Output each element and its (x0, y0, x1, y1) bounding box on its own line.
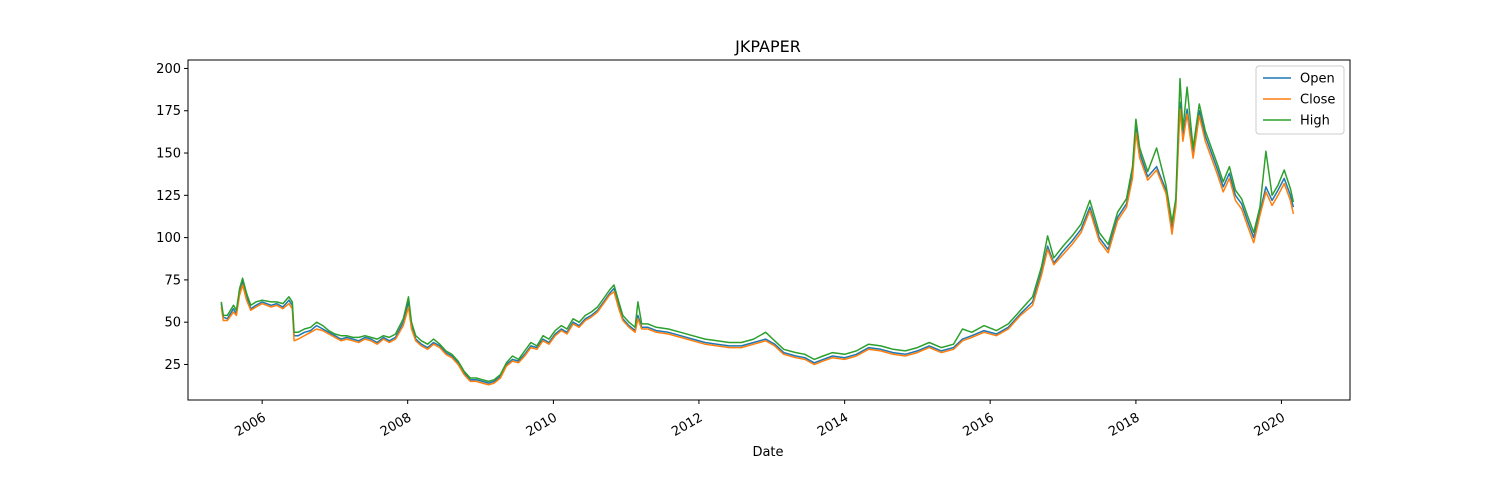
series-line-open (220, 101, 1295, 384)
x-tick-label: 2018 (1106, 410, 1142, 440)
y-tick-label: 50 (164, 316, 181, 331)
legend-label-open: Open (1300, 72, 1335, 87)
y-tick-label: 125 (156, 189, 181, 204)
series-line-close (220, 108, 1295, 386)
series-line-high (220, 77, 1295, 383)
y-tick-label: 200 (156, 62, 181, 77)
x-tick-label: 2014 (815, 410, 851, 440)
legend-label-close: Close (1300, 93, 1335, 108)
y-tick-label: 175 (156, 104, 181, 119)
x-tick-label: 2008 (378, 410, 414, 440)
plot-frame (187, 59, 1351, 401)
x-tick-label: 2012 (669, 410, 705, 440)
x-tick-label: 2016 (961, 410, 997, 440)
y-tick-label: 150 (156, 147, 181, 162)
chart-title: JKPAPER (734, 37, 801, 56)
y-axis: 25 50 75 100 125 150 175 200 (156, 62, 188, 373)
y-tick-label: 100 (156, 231, 181, 246)
y-tick-label: 25 (164, 358, 181, 373)
x-tick-label: 2020 (1252, 410, 1288, 440)
y-tick-label: 75 (164, 273, 181, 288)
x-tick-label: 2010 (524, 410, 560, 440)
x-axis: 2006 2008 2010 2012 2014 2016 2018 2020 (233, 400, 1288, 440)
x-axis-title: Date (752, 445, 783, 460)
legend-box (1255, 65, 1345, 135)
plot-lines (220, 77, 1295, 386)
legend[interactable]: Open Close High (1255, 65, 1345, 135)
x-tick-label: 2006 (233, 410, 269, 440)
legend-label-high: High (1300, 114, 1330, 129)
